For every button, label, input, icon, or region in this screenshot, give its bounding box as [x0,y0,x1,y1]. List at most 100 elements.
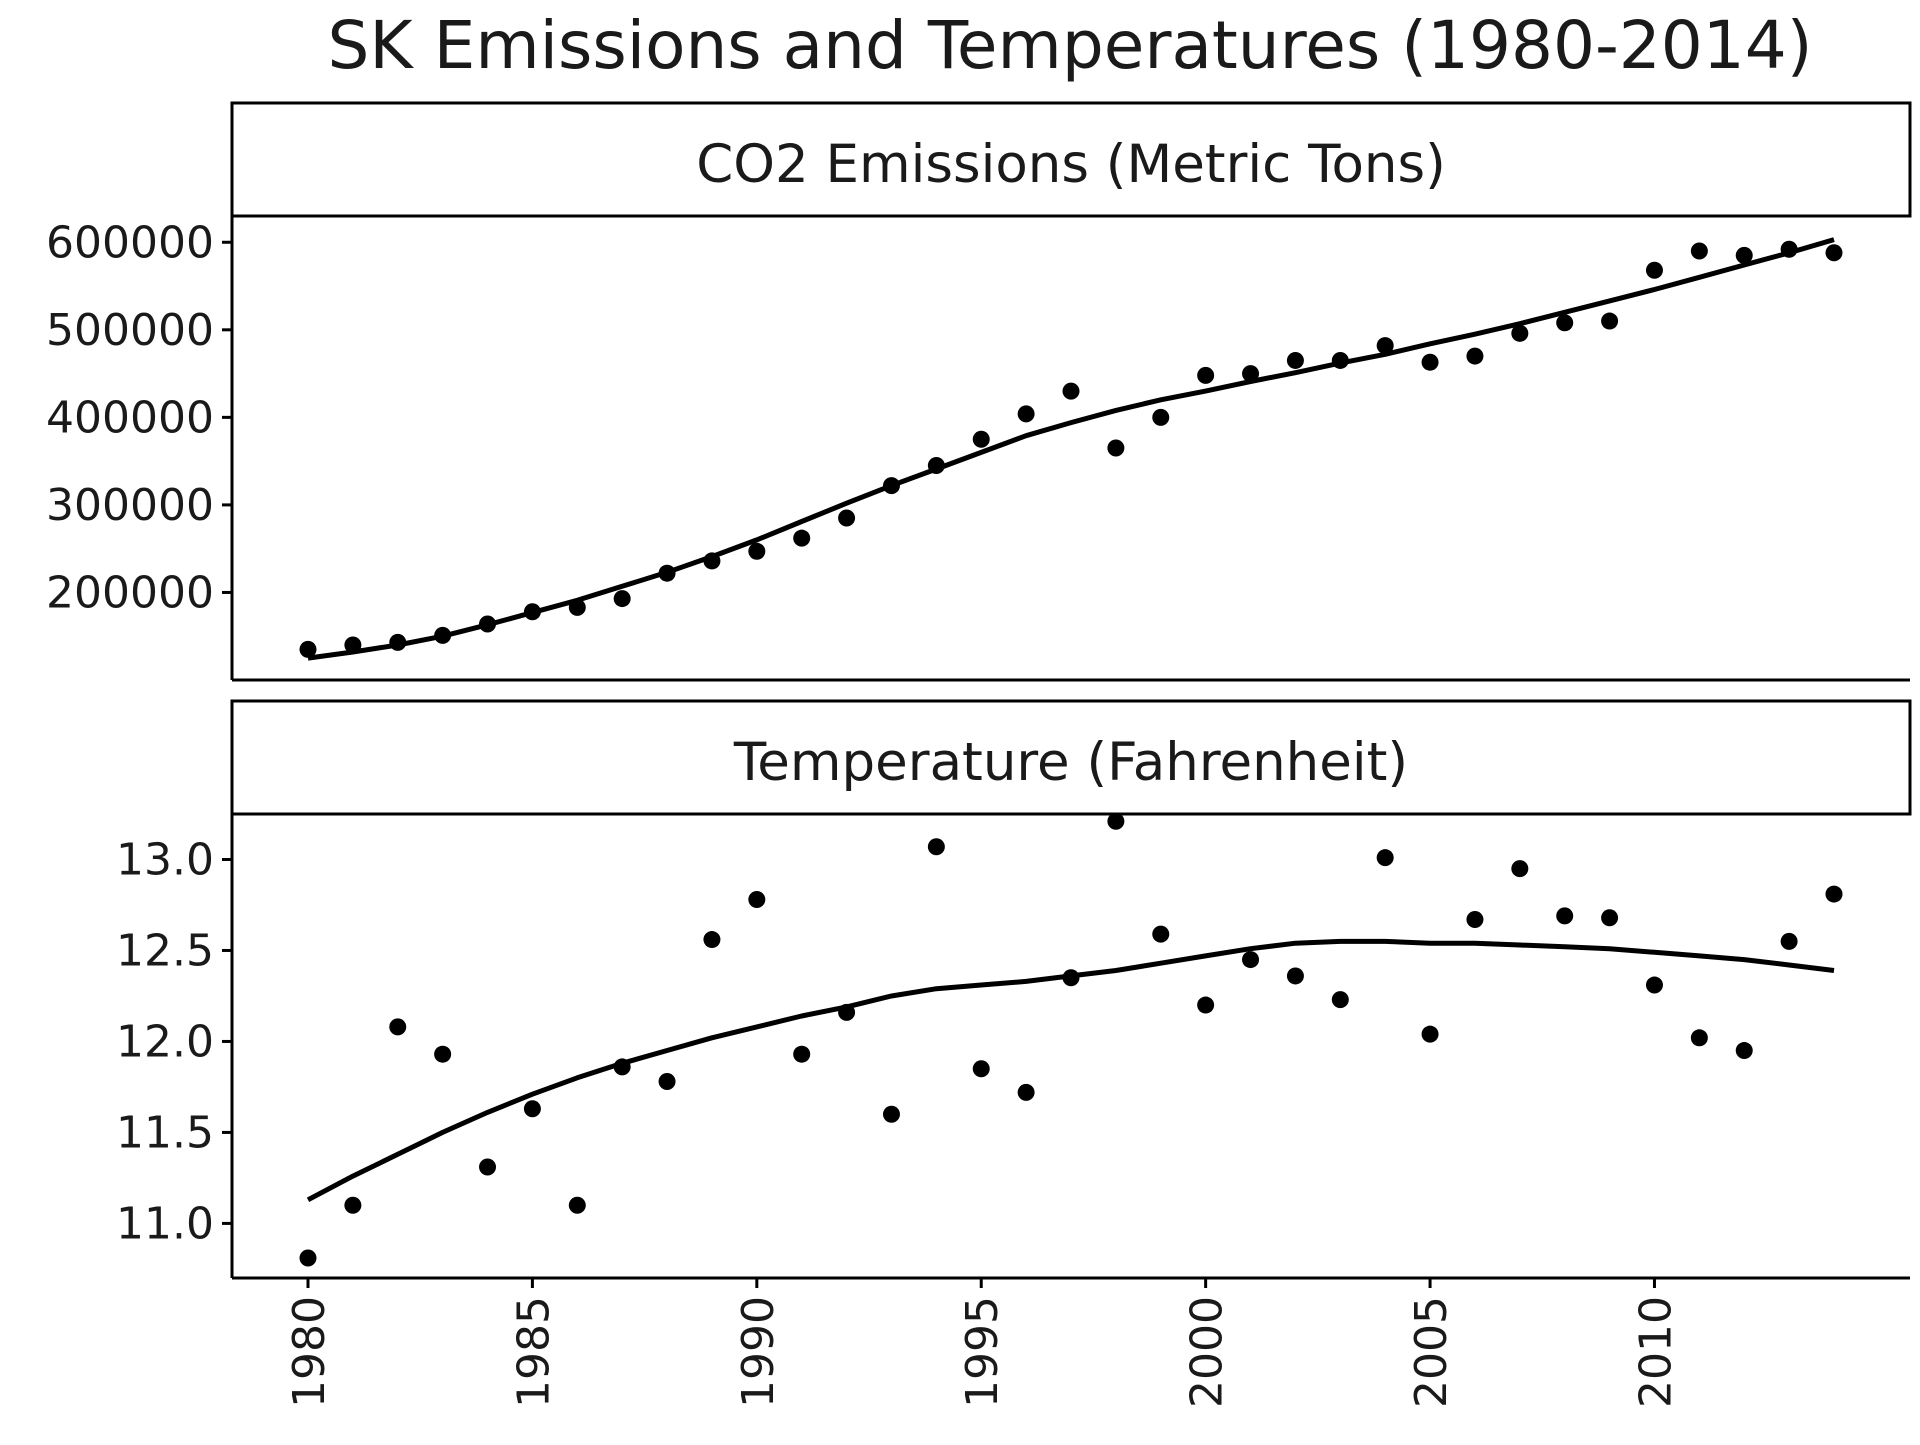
data-point [1421,1025,1439,1043]
data-point [793,1045,811,1063]
data-point [1690,1029,1708,1047]
data-point [1645,261,1663,279]
data-point [1197,996,1215,1014]
data-point [1511,860,1529,878]
data-point [1376,337,1394,355]
data-point [1690,242,1708,260]
data-point [613,1058,631,1076]
x-tick-label: 2010 [1630,1296,1681,1408]
points-temperature [299,812,1843,1267]
panel-temperature: Temperature (Fahrenheit) 11.0 11.5 12.0 12.… [116,699,1912,1280]
data-point [1286,967,1304,985]
data-point [1197,366,1215,384]
data-point [1152,408,1170,426]
data-point [389,633,407,651]
strip-box-temperature [230,699,1912,816]
strip-label-temperature: Temperature (Fahrenheit) [733,732,1408,793]
data-point [568,598,586,616]
x-axis-ticks: 1980 1985 1990 1995 2000 2005 2010 [284,1278,1681,1408]
data-point [479,615,497,633]
data-point [882,1105,900,1123]
data-point [972,430,990,448]
y-tick-label: 500000 [46,305,214,356]
data-point [344,636,362,654]
data-point [299,1249,317,1267]
data-point [1062,969,1080,987]
data-point [838,1003,856,1021]
data-point [434,626,452,644]
y-ticks-co2: 200000 300000 400000 500000 600000 [46,217,232,618]
data-point [1466,347,1484,365]
data-point [1556,314,1574,332]
strip-box-co2 [230,101,1912,218]
data-point [882,477,900,495]
data-point [1645,976,1663,994]
chart-title: SK Emissions and Temperatures (1980-2014… [328,7,1813,84]
data-point [299,640,317,658]
data-point [658,1072,676,1090]
y-tick-label: 12.5 [116,925,214,976]
data-point [1780,932,1798,950]
data-point [927,457,945,475]
data-point [1376,849,1394,867]
data-point [1421,353,1439,371]
data-point [793,529,811,547]
y-tick-label: 400000 [46,392,214,443]
data-point [568,1196,586,1214]
data-point [1825,244,1843,262]
x-tick-label: 1985 [508,1296,559,1408]
data-point [838,509,856,527]
data-point [1107,439,1125,457]
y-tick-label: 300000 [46,480,214,531]
x-tick-label: 1995 [957,1296,1008,1408]
y-tick-label: 11.5 [116,1107,214,1158]
data-point [434,1045,452,1063]
data-point [1466,911,1484,929]
data-point [1062,382,1080,400]
data-point [927,838,945,856]
data-point [748,542,766,560]
data-point [1017,1083,1035,1101]
y-tick-label: 12.0 [116,1016,214,1067]
data-point [1511,324,1529,342]
data-point [523,603,541,621]
data-point [1152,925,1170,943]
x-tick-label: 2005 [1406,1296,1457,1408]
points-co2 [299,240,1843,658]
data-point [523,1100,541,1118]
data-point [703,931,721,949]
data-point [1286,351,1304,369]
data-point [1735,246,1753,264]
data-point [1242,365,1260,383]
y-tick-label: 200000 [46,567,214,618]
y-tick-label: 11.0 [116,1198,214,1249]
data-point [1556,907,1574,925]
data-point [1601,312,1619,330]
data-point [658,564,676,582]
data-point [479,1158,497,1176]
data-point [1017,405,1035,423]
data-point [1601,909,1619,927]
data-point [1331,351,1349,369]
x-tick-label: 2000 [1182,1296,1233,1408]
data-point [1242,951,1260,969]
data-point [748,891,766,909]
panel-co2: CO2 Emissions (Metric Tons) 200000 300000… [46,101,1912,682]
y-tick-label: 13.0 [116,834,214,885]
y-tick-label: 600000 [46,217,214,268]
data-point [1825,885,1843,903]
data-point [703,552,721,570]
x-tick-label: 1990 [733,1296,784,1408]
data-point [344,1196,362,1214]
data-point [613,590,631,608]
x-tick-label: 1980 [284,1296,335,1408]
y-ticks-temperature: 11.0 11.5 12.0 12.5 13.0 [116,834,232,1249]
trend-line-co2 [307,237,1835,661]
data-point [1735,1042,1753,1060]
data-point [1780,240,1798,258]
data-point [972,1060,990,1078]
data-point [389,1018,407,1036]
strip-label-co2: CO2 Emissions (Metric Tons) [696,134,1446,195]
data-point [1107,812,1125,830]
